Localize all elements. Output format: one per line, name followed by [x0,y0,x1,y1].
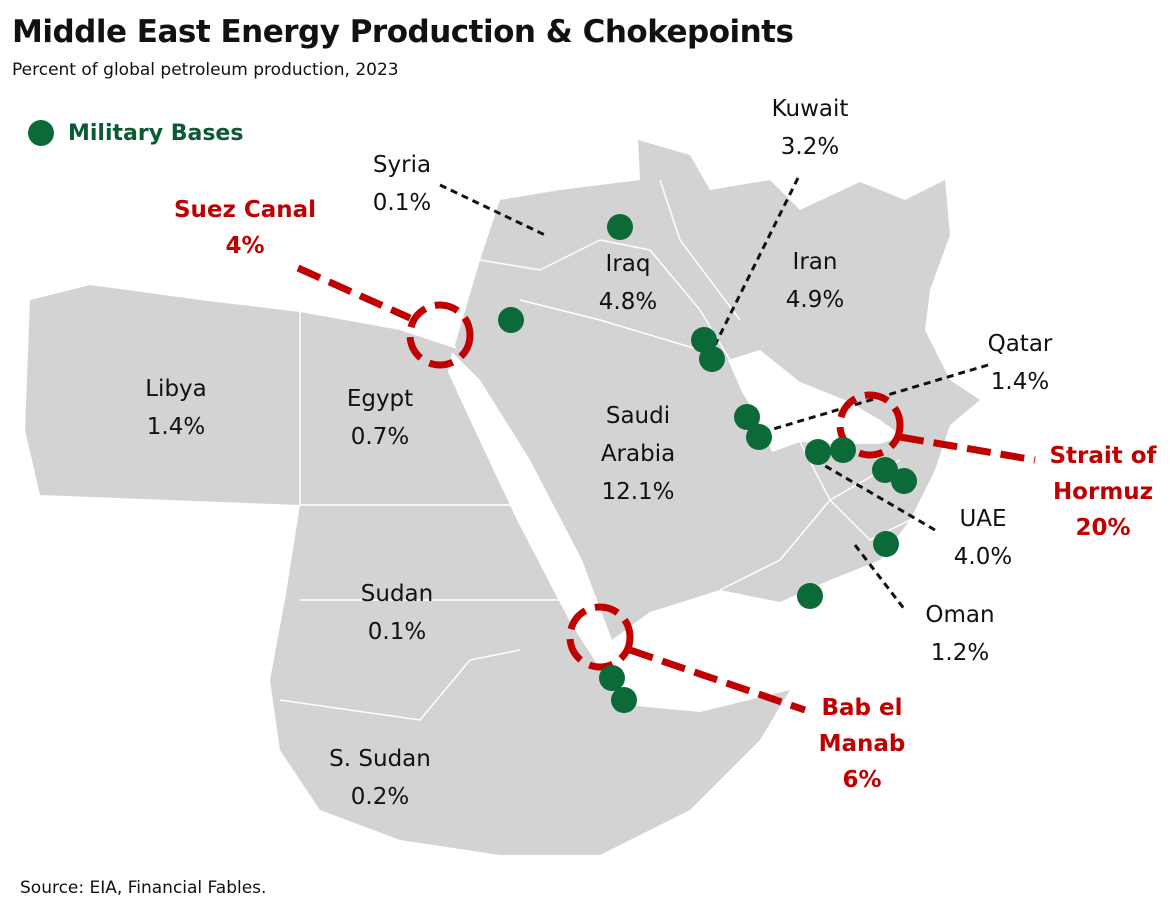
country-label: Syria 0.1% [373,146,431,222]
chokepoint-label: Strait of Hormuz 20% [1038,438,1168,546]
chokepoint-value: 6% [842,767,882,793]
country-name: Libya [145,376,207,402]
country-value: 0.7% [350,424,410,450]
country-value: 12.1% [601,479,675,505]
country-name: UAE [959,506,1007,532]
chokepoint-label: Suez Canal 4% [165,192,325,264]
country-label: UAE 4.0% [954,500,1012,576]
legend-label: Military Bases [68,120,244,146]
country-label: Libya 1.4% [145,370,207,446]
chokepoint-markers [296,264,1036,714]
title: Middle East Energy Production & Chokepoi… [12,14,794,50]
military-bases [498,214,917,713]
country-value: 0.1% [372,190,432,216]
subtitle: Percent of global petroleum production, … [12,60,399,80]
country-value: 1.2% [930,640,990,666]
country-label: Oman 1.2% [925,596,994,672]
chokepoint-name: Bab el Manab [818,695,906,757]
legend: Military Bases [28,120,243,146]
country-label: Kuwait 3.2% [772,90,849,166]
country-label: Qatar 1.4% [988,325,1053,401]
persian-gulf [728,350,902,452]
country-value: 4.0% [953,544,1013,570]
country-value: 4.8% [598,289,658,315]
chokepoint-label: Bab el Manab 6% [807,690,917,798]
country-label: Saudi Arabia 12.1% [573,397,703,511]
country-name: Saudi Arabia [600,403,676,467]
chokepoint-name: Strait of Hormuz [1049,443,1157,505]
country-name: Egypt [346,386,414,412]
source: Source: EIA, Financial Fables. [20,878,267,898]
country-name: Iran [792,249,838,275]
country-value: 1.4% [990,369,1050,395]
country-value: 1.4% [146,414,206,440]
country-name: S. Sudan [329,746,431,772]
country-name: Qatar [987,331,1053,357]
country-value: 0.1% [367,619,427,645]
country-label: Egypt 0.7% [347,380,413,456]
country-label: S. Sudan 0.2% [329,740,431,816]
country-name: Sudan [360,581,434,607]
chokepoint-value: 4% [225,233,265,259]
country-value: 3.2% [780,134,840,160]
country-name: Iraq [605,251,651,277]
chokepoint-name: Suez Canal [173,197,317,223]
country-value: 0.2% [350,784,410,810]
country-name: Kuwait [771,96,849,122]
red-sea [448,352,612,672]
country-name: Syria [372,152,432,178]
country-label: Iran 4.9% [786,243,844,319]
country-name: Oman [925,602,995,628]
country-label: Sudan 0.1% [361,575,433,651]
chokepoint-value: 20% [1075,515,1131,541]
legend-marker [28,120,54,146]
land-africa [25,285,790,855]
country-value: 4.9% [785,287,845,313]
country-label: Iraq 4.8% [599,245,657,321]
